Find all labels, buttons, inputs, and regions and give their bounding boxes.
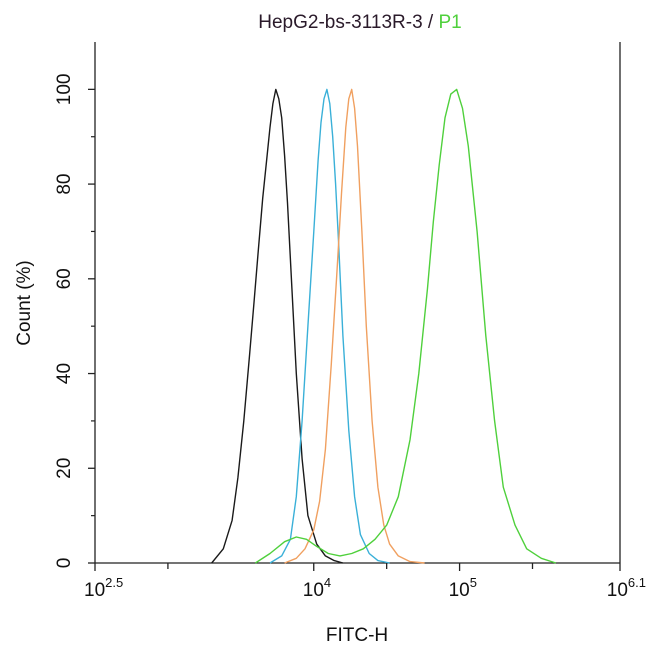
chart-title-gate: P1: [439, 12, 462, 33]
y-axis-label: Count (%): [14, 260, 35, 346]
x-tick-label-1: 102.5: [84, 575, 123, 601]
y-tick-label-4: 60: [54, 268, 75, 289]
x-tick-label-4: 106.1: [607, 575, 646, 601]
y-tick-label-6: 100: [54, 74, 75, 106]
histogram-series-3: [284, 88, 425, 564]
chart-title-separator: /: [423, 12, 439, 33]
x-axis-label: FITC-H: [326, 625, 388, 646]
plot-area: 102.5 104 105 106.1 0 20 40 60 80 100: [54, 42, 646, 601]
chart-title-sample: HepG2-bs-3113R-3: [258, 12, 422, 33]
chart-title: HepG2-bs-3113R-3 / P1: [258, 12, 462, 33]
y-tick-label-5: 80: [54, 174, 75, 195]
x-tick-label-3: 105: [449, 575, 477, 601]
series-layer: [211, 88, 557, 564]
y-tick-group: 0 20 40 60 80 100: [54, 74, 95, 569]
histogram-series-2: [269, 88, 390, 564]
y-tick-label-3: 40: [54, 363, 75, 384]
histogram-series-1: [211, 88, 344, 564]
y-tick-label-2: 20: [54, 458, 75, 479]
histogram-series-4: [255, 88, 557, 564]
y-tick-label-1: 0: [54, 558, 75, 569]
x-tick-group: 102.5 104 105 106.1: [84, 563, 646, 601]
x-tick-label-2: 104: [303, 575, 331, 601]
